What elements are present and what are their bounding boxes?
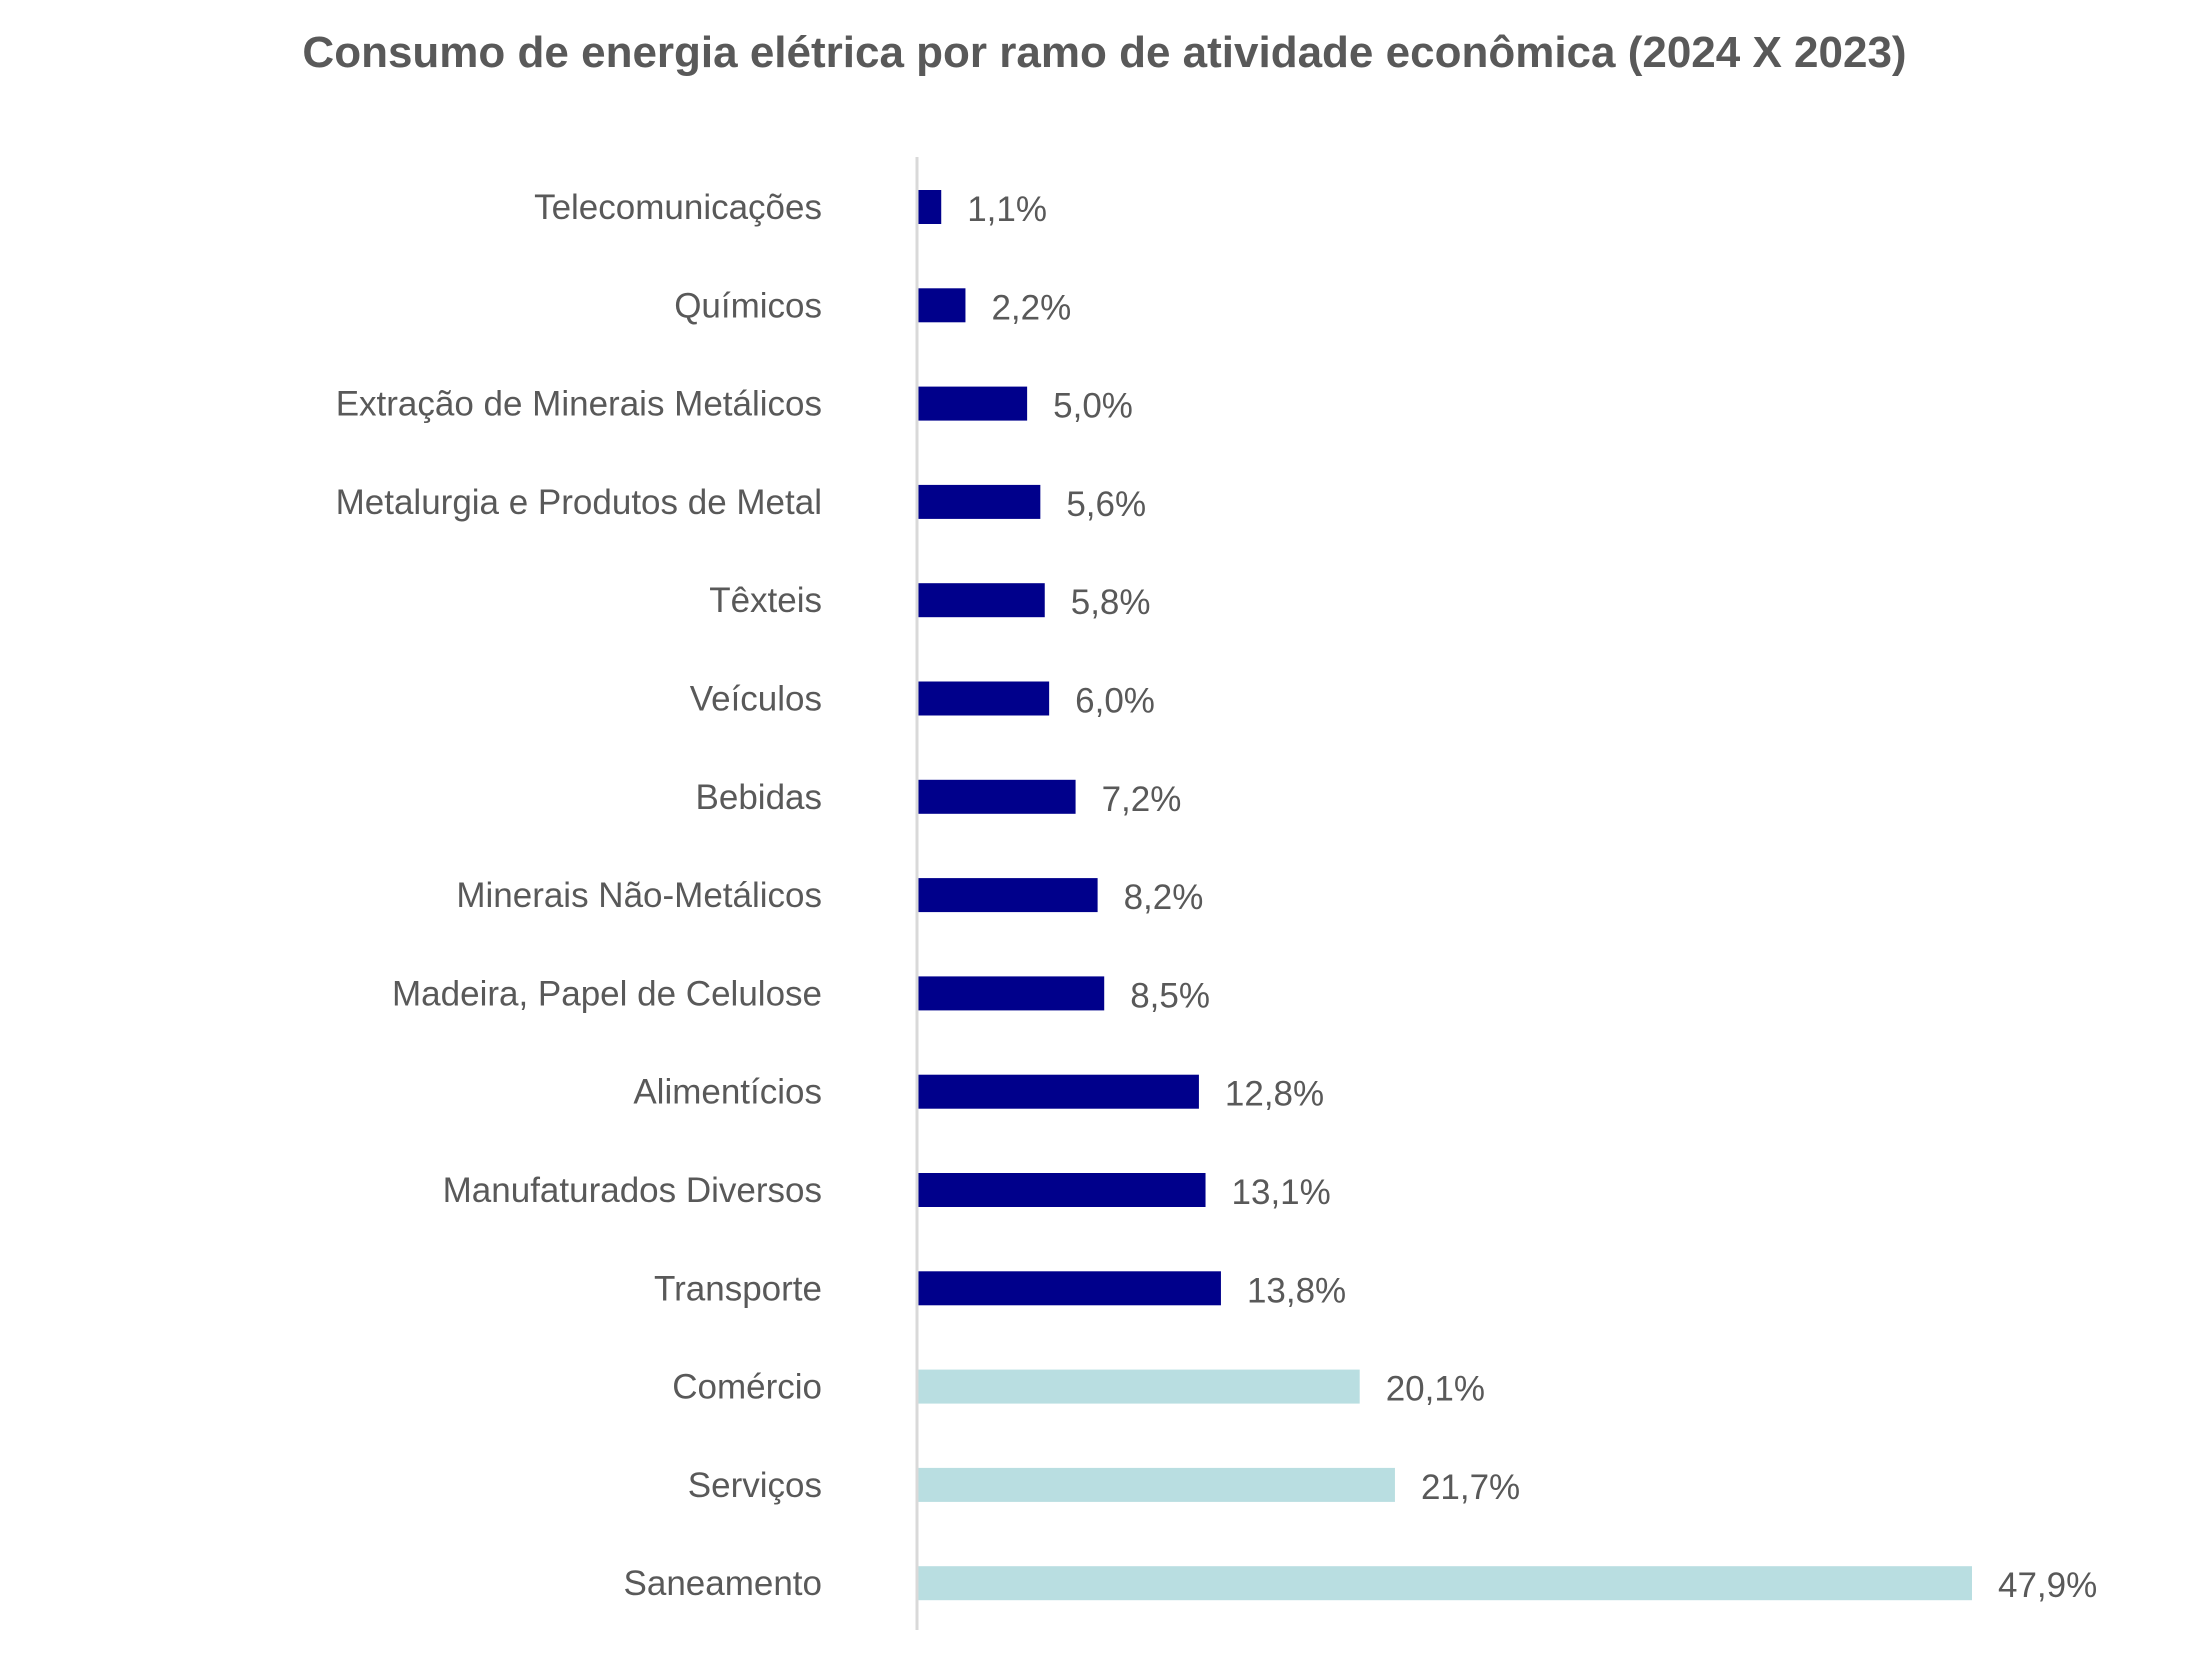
chart-title: Consumo de energia elétrica por ramo de … xyxy=(302,28,1907,77)
value-label: 8,5% xyxy=(1130,976,1210,1015)
bar xyxy=(917,386,1028,421)
value-label: 6,0% xyxy=(1075,682,1155,721)
bar xyxy=(917,288,966,323)
value-label: 13,1% xyxy=(1232,1173,1331,1212)
value-label: 5,8% xyxy=(1071,583,1151,622)
value-label: 5,0% xyxy=(1053,387,1133,426)
value-label: 13,8% xyxy=(1247,1271,1346,1310)
category-label: Saneamento xyxy=(624,1564,822,1603)
value-label: 47,9% xyxy=(1998,1566,2097,1605)
value-label: 21,7% xyxy=(1421,1468,1520,1507)
category-label: Químicos xyxy=(674,286,822,325)
bar xyxy=(917,1074,1199,1109)
value-label: 12,8% xyxy=(1225,1075,1324,1114)
bar xyxy=(917,1271,1221,1306)
category-label: Telecomunicações xyxy=(534,188,822,227)
value-labels: 1,1% 2,2% 5,0% 5,6% 5,8% 6,0% 7,2% 8,2% 8,5% 12,8… xyxy=(967,190,2097,1605)
category-label: Madeira, Papel de Celulose xyxy=(392,974,822,1013)
category-label: Veículos xyxy=(690,680,822,719)
category-label: Têxteis xyxy=(709,581,822,620)
category-label: Extração de Minerais Metálicos xyxy=(336,385,822,424)
value-label: 5,6% xyxy=(1066,485,1146,524)
value-label: 8,2% xyxy=(1124,878,1204,917)
value-label: 1,1% xyxy=(967,190,1047,229)
category-label: Alimentícios xyxy=(633,1073,822,1112)
value-label: 20,1% xyxy=(1386,1370,1485,1409)
bar xyxy=(917,1173,1206,1207)
bar xyxy=(917,484,1041,519)
category-label: Comércio xyxy=(672,1368,822,1407)
bar xyxy=(917,681,1050,716)
bar xyxy=(917,1566,1972,1601)
bar xyxy=(917,1369,1360,1404)
category-label: Metalurgia e Produtos de Metal xyxy=(336,483,822,522)
bar xyxy=(917,583,1045,618)
category-labels: Telecomunicações Químicos Extração de Mine… xyxy=(336,188,822,1603)
bar xyxy=(917,1467,1395,1502)
bar xyxy=(917,976,1105,1011)
category-label: Serviços xyxy=(688,1466,822,1505)
value-label: 7,2% xyxy=(1102,780,1182,819)
bars-group xyxy=(917,190,1972,1601)
bar xyxy=(917,190,942,224)
category-label: Manufaturados Diversos xyxy=(443,1171,822,1210)
category-label: Bebidas xyxy=(696,778,822,817)
bar xyxy=(917,779,1076,814)
category-label: Transporte xyxy=(654,1269,822,1308)
category-label: Minerais Não-Metálicos xyxy=(456,876,822,915)
bar xyxy=(917,878,1098,913)
value-label: 2,2% xyxy=(991,288,1071,327)
